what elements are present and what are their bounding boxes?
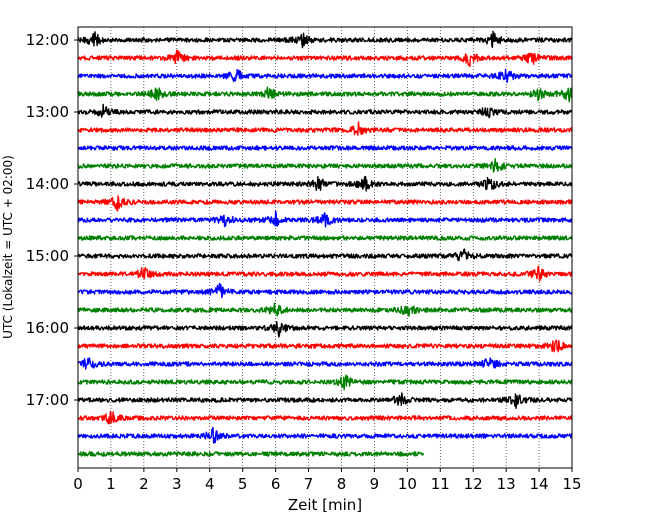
- seismic-trace-1715: [77, 410, 573, 425]
- x-tick-label: 7: [304, 475, 314, 493]
- x-tick-label: 0: [73, 475, 83, 493]
- x-tick-label: 6: [271, 475, 281, 493]
- seismic-trace-1400: [77, 175, 573, 192]
- x-tick-label: 15: [562, 475, 581, 493]
- seismic-trace-1700: [77, 392, 573, 409]
- seismic-trace-1615: [77, 339, 573, 353]
- seismic-trace-1430: [77, 210, 573, 228]
- x-tick-label: 12: [464, 475, 483, 493]
- seismic-trace-1315: [77, 121, 573, 136]
- x-tick-label: 13: [497, 475, 516, 493]
- seismic-trace-1345: [77, 158, 573, 173]
- seismic-trace-1600: [77, 321, 573, 338]
- seismic-trace-1415: [77, 195, 573, 212]
- plot-frame: [77, 26, 573, 469]
- x-axis-label: Zeit [min]: [288, 496, 362, 514]
- seismic-trace-1300: [77, 103, 573, 119]
- x-axis: 0 1 2 3 4 5 6 7 8 9 10 11 12 13 14 15: [73, 468, 582, 493]
- y-axis: 12:00 13:00 14:00 15:00 16:00 17:00: [26, 31, 78, 409]
- x-tick-label: 2: [139, 475, 149, 493]
- x-tick-label: 10: [398, 475, 417, 493]
- x-tick-label: 1: [106, 475, 116, 493]
- seismic-trace-1530: [77, 282, 573, 299]
- x-tick-label: 8: [337, 475, 347, 493]
- x-tick-label: 9: [370, 475, 380, 493]
- y-axis-label: UTC (Lokalzeit = UTC + 02:00): [1, 155, 15, 339]
- x-tick-label: 4: [205, 475, 215, 493]
- y-tick-label: 15:00: [26, 247, 69, 265]
- seismic-trace-1445: [77, 235, 573, 241]
- seismic-trace-1500: [77, 248, 573, 262]
- seismic-trace-1745: [77, 451, 425, 457]
- x-tick-label: 5: [238, 475, 248, 493]
- x-tick-label: 14: [530, 475, 549, 493]
- seismic-trace-1200: [77, 30, 573, 49]
- seismic-trace-1215: [77, 49, 573, 68]
- y-tick-label: 16:00: [26, 319, 69, 337]
- seismic-trace-1330: [77, 145, 573, 151]
- y-tick-label: 13:00: [26, 103, 69, 121]
- seismic-trace-1515: [77, 265, 573, 282]
- y-tick-label: 17:00: [26, 391, 69, 409]
- y-tick-label: 12:00: [26, 31, 69, 49]
- seismic-trace-1730: [77, 426, 573, 444]
- x-tick-label: 11: [431, 475, 450, 493]
- plot-area-background: [78, 27, 572, 468]
- seismic-trace-1230: [77, 68, 573, 83]
- seismic-trace-1545: [77, 302, 573, 317]
- y-tick-label: 14:00: [26, 175, 69, 193]
- seismic-trace-1630: [77, 357, 573, 370]
- seismic-trace-1645: [77, 374, 573, 391]
- x-tick-label: 3: [172, 475, 182, 493]
- seismic-traces: [77, 30, 573, 457]
- seismic-trace-1245: [77, 86, 573, 103]
